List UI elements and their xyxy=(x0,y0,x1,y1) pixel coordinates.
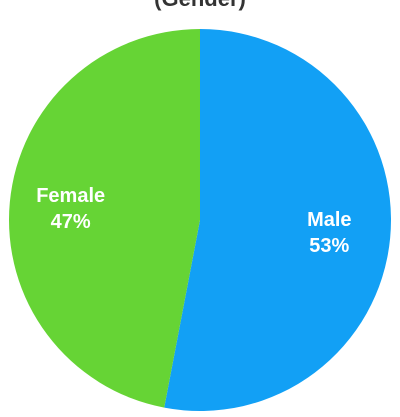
pie-slice-female xyxy=(8,29,200,408)
slice-name-female: Female xyxy=(36,185,105,207)
pie-slices xyxy=(8,29,391,411)
pie-slice-male xyxy=(164,29,391,411)
slice-name-male: Male xyxy=(307,209,351,231)
pie-labels: Male 53% Female 47% xyxy=(36,185,351,257)
slice-percent-male: 53% xyxy=(309,235,349,257)
chart-title: (Gender) xyxy=(0,0,400,12)
slice-percent-female: 47% xyxy=(51,211,91,233)
